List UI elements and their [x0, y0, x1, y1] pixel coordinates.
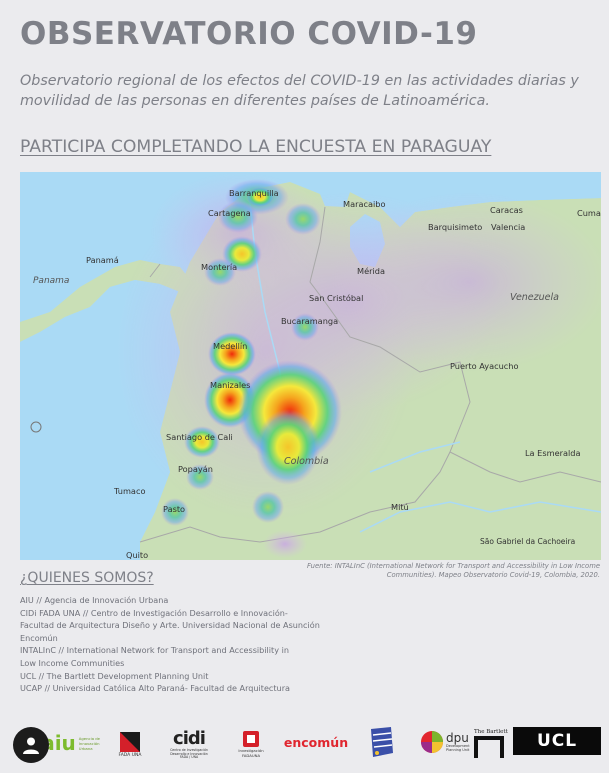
label-medellin: Medellín	[213, 341, 247, 351]
cidi-logo-subtitle: Centro de Investigación Desarrollo e Inn…	[170, 748, 208, 760]
city-labels: Barranquilla Cartagena Maracaibo Caracas…	[33, 188, 601, 560]
label-merida: Mérida	[357, 266, 385, 276]
investigacion-logo-text: Investigación FADAUNA	[238, 748, 264, 758]
survey-link[interactable]: PARTICIPA COMPLETANDO LA ENCUESTA EN PAR…	[20, 137, 492, 157]
user-icon	[23, 737, 39, 754]
aiu-logo-subtitle: Agencia de Innovación Urbana	[78, 735, 100, 751]
label-panama-country: Panama	[33, 276, 69, 286]
partner-line: Facultad de Arquitectura Diseño y Arte. …	[20, 620, 320, 631]
covid-heatmap-map[interactable]: Barranquilla Cartagena Maracaibo Caracas…	[20, 172, 601, 560]
page-subtitle: Observatorio regional de los efectos del…	[20, 73, 579, 109]
label-bucaramanga: Bucaramanga	[281, 316, 338, 326]
partner-line: Low Income Communities	[20, 657, 125, 668]
label-mitu: Mitú	[391, 502, 409, 512]
partner-line: CIDi FADA UNA // Centro de Investigación…	[20, 607, 288, 618]
cidi-logo-text: cidi	[173, 728, 206, 750]
label-pasto: Pasto	[163, 504, 185, 514]
label-maracaibo: Maracaibo	[343, 199, 385, 209]
label-cartagena: Cartagena	[208, 208, 251, 218]
label-cali: Santiago de Cali	[166, 432, 233, 442]
bartlett-logo-text: The Bartlett	[474, 728, 508, 735]
fada-logo-text: FADA UNA	[118, 752, 142, 758]
partner-line: AIU // Agencia de Innovación Urbana	[20, 595, 169, 605]
island-marker	[30, 421, 42, 433]
about-heading: ¿QUIENES SOMOS?	[20, 570, 154, 586]
label-caracas: Caracas	[490, 205, 523, 215]
page-title: OBSERVATORIO COVID-19	[20, 16, 478, 52]
label-sao-gabriel: São Gabriel da Cachoeira	[480, 537, 575, 546]
dpu-logo: dpu Development Planning Unit	[418, 726, 474, 758]
label-manizales: Manizales	[210, 380, 250, 390]
bartlett-logo: The Bartlett	[474, 724, 510, 762]
label-barquisimeto: Barquisimeto	[428, 222, 482, 232]
label-san-cristobal: San Cristóbal	[309, 293, 363, 303]
country-borders	[139, 206, 601, 543]
fada-emblem-icon	[120, 731, 140, 752]
dpu-logo-subtitle: Development Planning Unit	[446, 744, 470, 752]
label-venezuela: Venezuela	[510, 292, 559, 303]
investigacion-logo: Investigación FADAUNA	[234, 724, 268, 764]
label-barranquilla: Barranquilla	[229, 188, 279, 198]
ucl-logo: UCL	[513, 727, 601, 755]
label-la-esmeralda: La Esmeralda	[525, 448, 581, 458]
label-panama-city: Panamá	[86, 255, 119, 265]
aiu-logo: aiu Agencia de Innovación Urbana	[41, 726, 100, 760]
partner-line: UCL // The Bartlett Development Planning…	[20, 670, 209, 681]
intalinc-logo	[366, 724, 396, 760]
label-colombia: Colombia	[284, 456, 329, 467]
cidi-logo: cidi Centro de Investigación Desarrollo …	[166, 724, 212, 764]
label-popayan: Popayán	[178, 464, 213, 474]
intalinc-emblem-icon	[371, 727, 393, 757]
fada-logo: FADA UNA	[115, 726, 145, 762]
label-puerto-ayacucho: Puerto Ayacucho	[450, 361, 519, 371]
dpu-emblem-icon	[421, 731, 443, 753]
partner-line: INTALInC // International Network for Tr…	[20, 645, 289, 656]
heatmap-layer	[161, 179, 342, 558]
map-canvas: Barranquilla Cartagena Maracaibo Caracas…	[20, 172, 601, 560]
profile-avatar-button[interactable]	[13, 727, 49, 763]
encomun-logo-text: encomún	[283, 734, 349, 750]
ucl-logo-text: UCL	[536, 731, 578, 751]
label-quito: Quito	[126, 550, 148, 560]
partner-line: Encomún	[20, 632, 58, 643]
partner-line: UCAP // Universidad Católica Alto Paraná…	[20, 683, 290, 694]
investigacion-emblem-icon	[243, 731, 259, 747]
bartlett-frame-icon	[474, 735, 504, 758]
dpu-logo-text: dpu	[446, 731, 469, 745]
label-monteria: Montería	[201, 262, 237, 272]
partner-logos-bar: aiu Agencia de Innovación Urbana FADA UN…	[0, 718, 609, 766]
label-tumaco: Tumaco	[113, 486, 145, 496]
partners-list: AIU // Agencia de Innovación Urbana CIDi…	[20, 594, 350, 695]
encomun-logo: encomún	[281, 730, 351, 754]
map-source-note: Fuente: INTALInC (International Network …	[307, 562, 600, 579]
label-valencia: Valencia	[491, 222, 525, 232]
label-cumana: Cuma	[577, 208, 601, 218]
